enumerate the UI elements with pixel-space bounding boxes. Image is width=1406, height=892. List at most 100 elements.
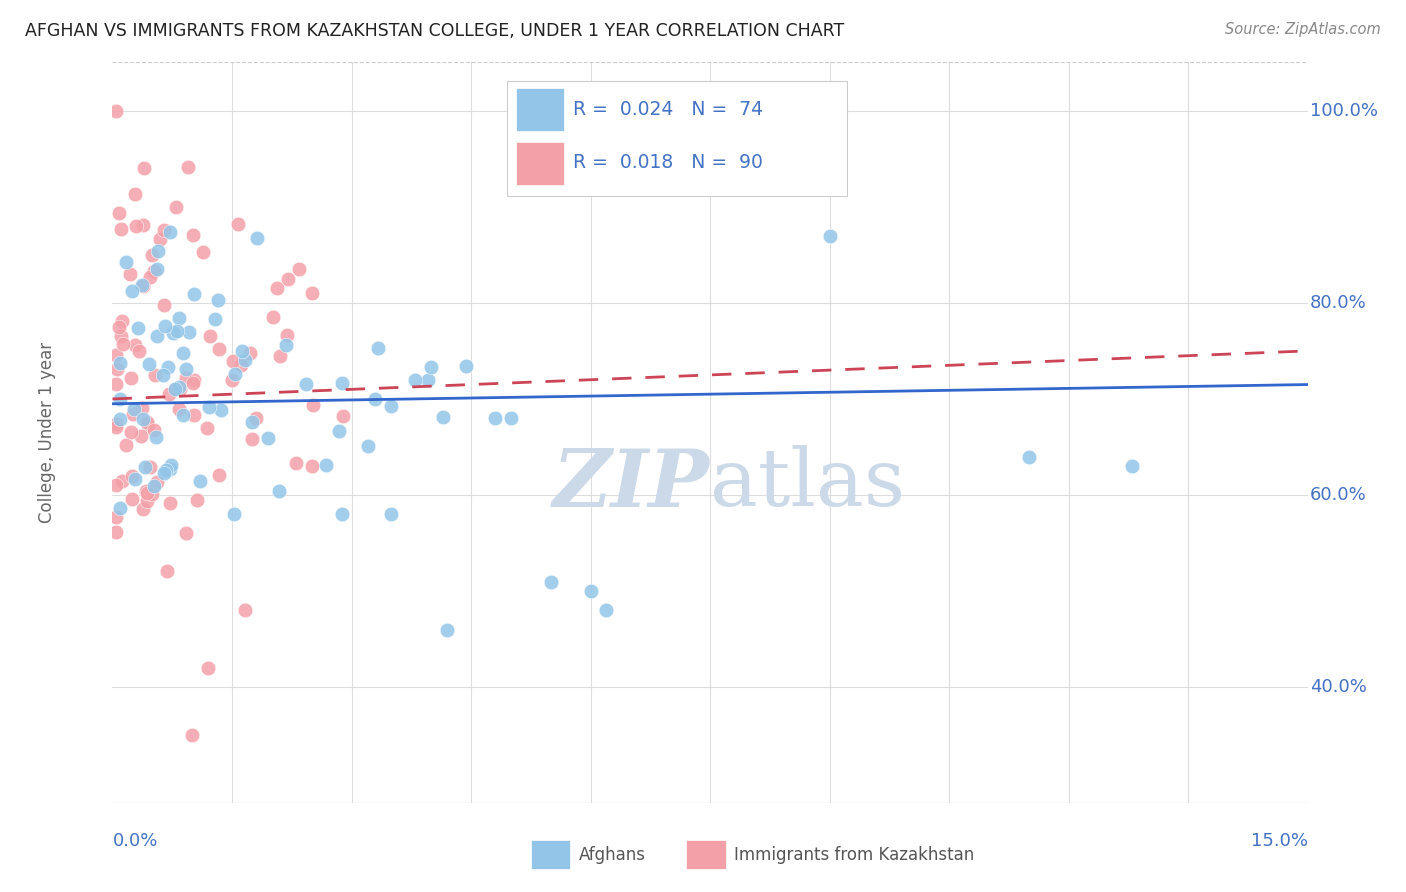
- Point: [183, 373, 205, 387]
- Point: [145, 329, 167, 343]
- Point: [233, 603, 256, 617]
- Point: [125, 219, 148, 233]
- Point: [284, 456, 307, 470]
- Point: [231, 343, 253, 358]
- Point: [146, 262, 169, 277]
- Point: [138, 460, 160, 475]
- Point: [105, 478, 128, 492]
- Point: [267, 483, 290, 498]
- Point: [181, 227, 204, 242]
- Point: [112, 337, 135, 351]
- Point: [233, 353, 256, 368]
- Point: [269, 349, 291, 363]
- Point: [143, 479, 166, 493]
- Point: [183, 287, 205, 301]
- Point: [138, 357, 160, 371]
- Point: [367, 341, 389, 355]
- Point: [169, 382, 191, 396]
- Point: [183, 408, 205, 422]
- Point: [416, 373, 439, 387]
- Point: [239, 346, 262, 360]
- Point: [166, 324, 188, 338]
- Point: [162, 326, 184, 340]
- Point: [419, 359, 441, 374]
- Point: [105, 376, 128, 391]
- Text: Source: ZipAtlas.com: Source: ZipAtlas.com: [1225, 22, 1381, 37]
- Point: [167, 310, 190, 325]
- Point: [111, 474, 134, 488]
- Point: [277, 272, 299, 286]
- Point: [209, 403, 232, 417]
- Point: [145, 429, 167, 443]
- Point: [108, 206, 131, 220]
- Point: [167, 401, 190, 416]
- Point: [172, 345, 194, 359]
- Point: [141, 248, 163, 262]
- Point: [257, 432, 280, 446]
- Point: [121, 469, 143, 483]
- Point: [110, 221, 132, 235]
- Point: [221, 354, 243, 368]
- Point: [332, 409, 354, 423]
- Point: [127, 320, 149, 334]
- Point: [131, 401, 153, 416]
- Point: [110, 392, 132, 407]
- Point: [246, 231, 269, 245]
- Point: [198, 329, 221, 343]
- Point: [124, 338, 146, 352]
- Point: [193, 244, 215, 259]
- Point: [197, 661, 219, 675]
- Point: [111, 314, 134, 328]
- FancyBboxPatch shape: [508, 81, 848, 195]
- Point: [288, 262, 311, 277]
- Point: [124, 473, 146, 487]
- Point: [226, 217, 249, 231]
- Point: [177, 325, 200, 339]
- Point: [242, 432, 264, 446]
- Point: [436, 623, 458, 637]
- Point: [380, 400, 402, 414]
- Point: [128, 344, 150, 359]
- Point: [208, 467, 231, 482]
- Text: Immigrants from Kazakhstan: Immigrants from Kazakhstan: [734, 846, 974, 863]
- FancyBboxPatch shape: [686, 840, 725, 870]
- Point: [142, 264, 165, 278]
- Point: [153, 298, 176, 312]
- Point: [124, 401, 146, 416]
- Point: [157, 387, 180, 401]
- Point: [136, 418, 159, 433]
- Point: [197, 400, 219, 414]
- Point: [266, 281, 288, 295]
- Point: [120, 425, 142, 439]
- Point: [156, 564, 179, 578]
- Point: [156, 359, 179, 374]
- Point: [207, 293, 229, 307]
- Point: [579, 584, 602, 599]
- Point: [176, 362, 198, 376]
- Point: [432, 409, 454, 424]
- Point: [174, 371, 197, 385]
- Point: [129, 429, 152, 443]
- Text: College, Under 1 year: College, Under 1 year: [38, 342, 56, 524]
- Point: [188, 475, 211, 489]
- Point: [110, 328, 132, 343]
- Text: 80.0%: 80.0%: [1310, 293, 1367, 312]
- Point: [105, 348, 128, 362]
- Point: [167, 380, 190, 394]
- Point: [110, 500, 132, 515]
- Point: [818, 228, 841, 243]
- Point: [159, 495, 181, 509]
- Point: [204, 311, 226, 326]
- Point: [132, 412, 155, 426]
- Point: [186, 492, 208, 507]
- Point: [176, 160, 198, 174]
- Point: [153, 319, 176, 334]
- Text: Afghans: Afghans: [579, 846, 645, 863]
- Point: [224, 368, 246, 382]
- Point: [148, 244, 170, 259]
- Point: [132, 502, 155, 516]
- Text: 15.0%: 15.0%: [1250, 832, 1308, 850]
- Point: [159, 461, 181, 475]
- Text: atlas: atlas: [710, 445, 905, 524]
- Point: [499, 411, 522, 425]
